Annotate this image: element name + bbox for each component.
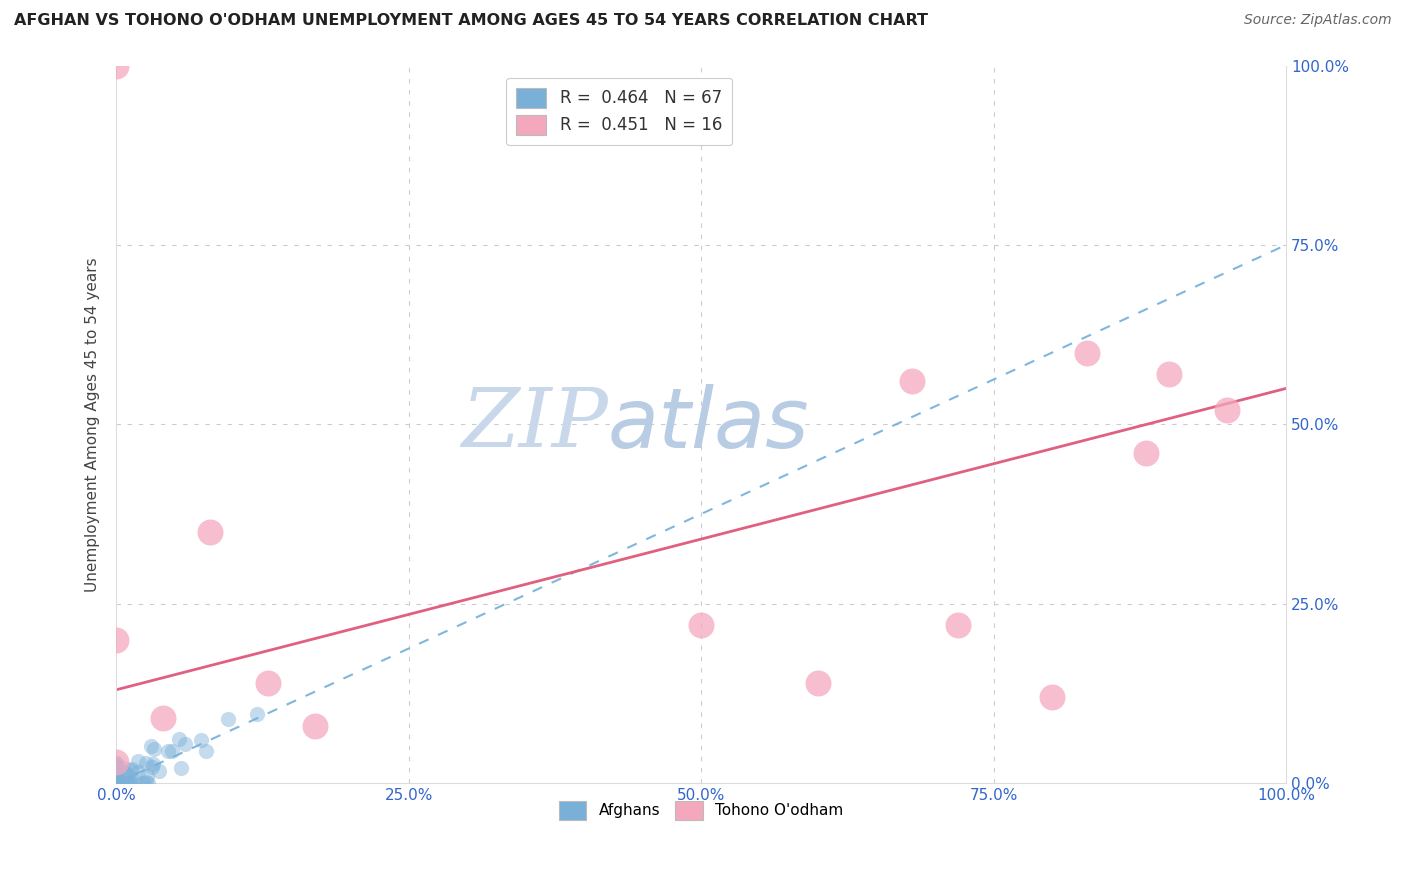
Point xyxy=(105,776,128,790)
Point xyxy=(107,776,129,790)
Point xyxy=(139,739,162,754)
Point xyxy=(105,775,128,789)
Point xyxy=(107,776,129,790)
Point xyxy=(105,776,128,790)
Point xyxy=(118,776,141,790)
Point xyxy=(112,761,135,775)
Point xyxy=(156,744,179,758)
Point xyxy=(136,776,159,790)
Text: ZIP: ZIP xyxy=(461,384,607,465)
Point xyxy=(105,776,128,790)
Point xyxy=(1076,345,1098,359)
Point xyxy=(218,713,240,727)
Point xyxy=(121,762,143,776)
Point xyxy=(105,632,128,647)
Point xyxy=(105,776,128,790)
Point xyxy=(1135,446,1157,460)
Point xyxy=(105,776,128,790)
Point xyxy=(105,776,128,790)
Point xyxy=(120,763,142,777)
Point xyxy=(690,618,713,632)
Text: atlas: atlas xyxy=(607,384,810,465)
Point xyxy=(105,762,128,776)
Point xyxy=(194,744,217,758)
Point xyxy=(105,776,128,790)
Point xyxy=(105,59,128,73)
Point xyxy=(105,758,128,772)
Point xyxy=(245,706,267,721)
Point xyxy=(167,731,190,746)
Point xyxy=(142,756,165,771)
Point xyxy=(152,711,174,725)
Point xyxy=(105,774,128,789)
Point xyxy=(148,764,170,779)
Point xyxy=(127,754,149,768)
Point xyxy=(105,774,128,789)
Point xyxy=(111,776,134,790)
Point xyxy=(105,776,128,790)
Point xyxy=(105,763,128,777)
Point xyxy=(304,719,326,733)
Point xyxy=(105,767,128,781)
Point xyxy=(117,767,139,781)
Point xyxy=(170,761,193,775)
Point xyxy=(173,737,195,751)
Text: AFGHAN VS TOHONO O'ODHAM UNEMPLOYMENT AMONG AGES 45 TO 54 YEARS CORRELATION CHAR: AFGHAN VS TOHONO O'ODHAM UNEMPLOYMENT AM… xyxy=(14,13,928,29)
Point xyxy=(105,776,128,790)
Point xyxy=(105,756,128,770)
Point xyxy=(135,769,157,783)
Point xyxy=(135,756,157,771)
Point xyxy=(132,776,155,790)
Point xyxy=(105,776,128,790)
Point xyxy=(190,732,212,747)
Point xyxy=(900,374,922,388)
Point xyxy=(143,742,166,756)
Point xyxy=(121,776,143,790)
Point xyxy=(105,769,128,783)
Point xyxy=(107,772,129,787)
Point xyxy=(162,744,184,758)
Point xyxy=(257,675,280,690)
Point xyxy=(105,756,128,771)
Point xyxy=(198,524,221,539)
Point xyxy=(115,776,138,790)
Point xyxy=(948,618,970,632)
Point xyxy=(105,776,128,790)
Point xyxy=(105,776,128,790)
Point xyxy=(117,776,139,790)
Point xyxy=(105,759,128,773)
Point xyxy=(807,675,830,690)
Point xyxy=(135,774,157,789)
Point xyxy=(105,776,128,790)
Text: Source: ZipAtlas.com: Source: ZipAtlas.com xyxy=(1244,13,1392,28)
Point xyxy=(111,776,134,790)
Point xyxy=(105,776,128,790)
Point xyxy=(1157,367,1180,381)
Point xyxy=(141,760,163,774)
Point xyxy=(105,768,128,782)
Point xyxy=(124,773,146,788)
Point xyxy=(105,776,128,790)
Point xyxy=(105,773,128,788)
Point xyxy=(1216,403,1239,417)
Legend: Afghans, Tohono O'odham: Afghans, Tohono O'odham xyxy=(553,795,849,826)
Point xyxy=(105,755,128,769)
Point xyxy=(1040,690,1063,704)
Point xyxy=(105,776,128,790)
Y-axis label: Unemployment Among Ages 45 to 54 years: Unemployment Among Ages 45 to 54 years xyxy=(86,257,100,591)
Point xyxy=(105,776,128,790)
Point xyxy=(127,765,149,780)
Point xyxy=(105,758,128,772)
Point xyxy=(112,765,135,780)
